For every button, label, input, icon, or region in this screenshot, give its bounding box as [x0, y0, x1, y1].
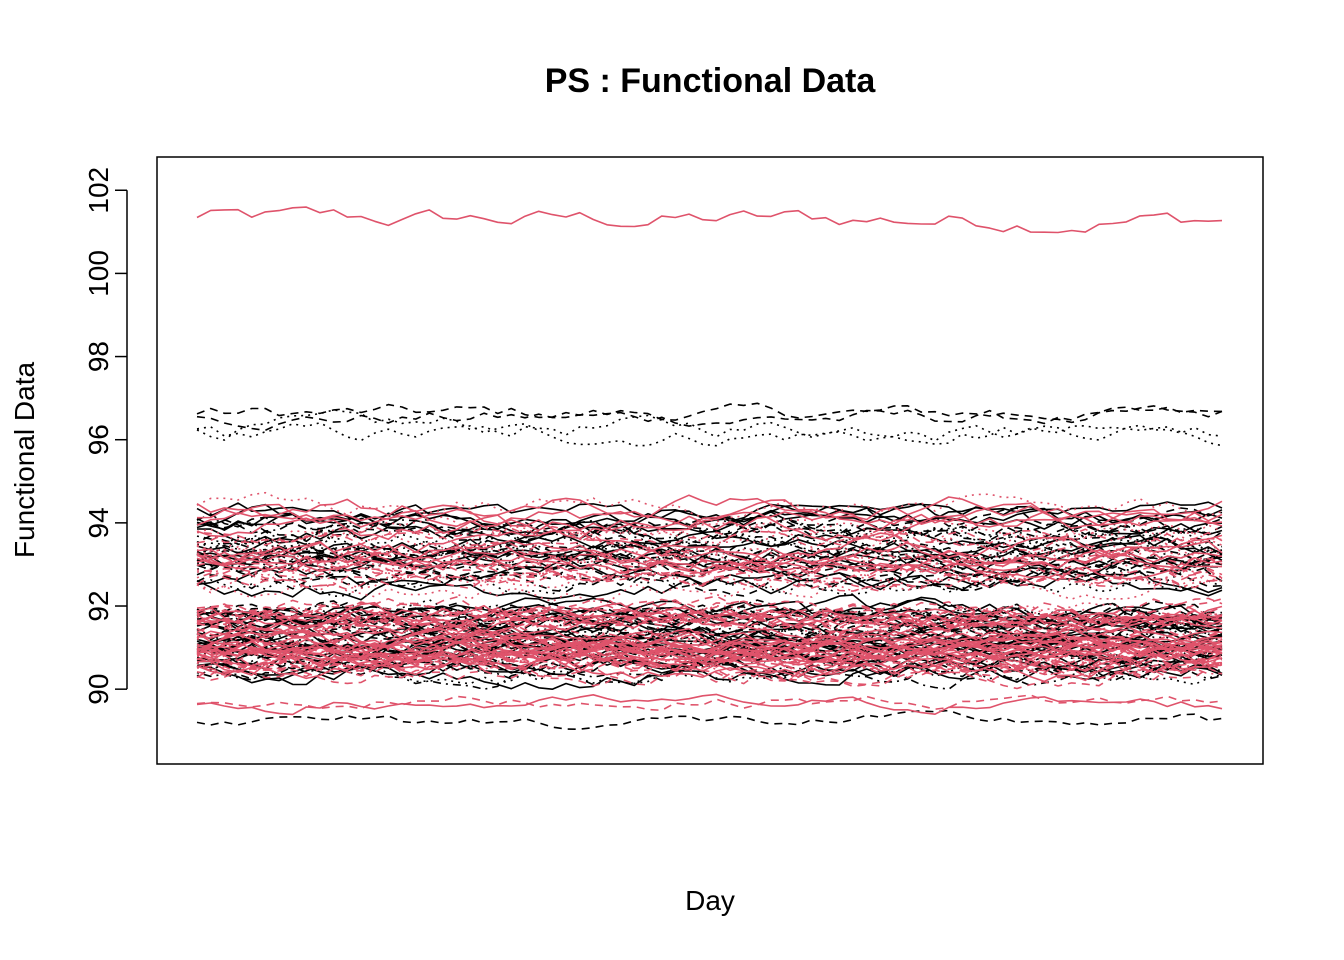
y-axis: 90 92 94 96 98 100 102	[83, 167, 128, 705]
series-line-46	[196, 564, 1223, 592]
series-line-144	[196, 625, 1223, 659]
series-line-70	[196, 621, 1223, 650]
series-line-30	[196, 575, 1223, 598]
series-line-5	[196, 543, 1223, 578]
series-line-48	[196, 515, 1223, 543]
series-line-137	[196, 654, 1223, 681]
series-line-140	[196, 644, 1223, 672]
series-line-141	[196, 604, 1223, 627]
series-line-55	[196, 540, 1223, 573]
series-line-80	[196, 618, 1223, 649]
series-line-23	[196, 542, 1223, 569]
series-line-43	[196, 562, 1223, 591]
series-line-121	[196, 622, 1223, 657]
series-line-102	[196, 655, 1223, 685]
y-tick-label: 102	[83, 167, 114, 214]
series-line-44	[196, 529, 1223, 565]
series-line-34	[196, 507, 1223, 537]
series-line-35	[196, 527, 1223, 553]
series-line-56	[196, 558, 1222, 587]
series-line-143	[196, 612, 1223, 646]
series-line-6	[196, 520, 1223, 549]
series-line-146	[196, 640, 1223, 670]
series-line-3	[196, 421, 1223, 447]
series-line-57	[196, 545, 1223, 576]
series-line-38	[196, 525, 1223, 554]
y-tick-label: 90	[83, 674, 114, 705]
series-line-136	[196, 642, 1223, 671]
series-line-50	[196, 511, 1223, 542]
series-line-7	[196, 552, 1223, 581]
series-line-40	[196, 553, 1223, 582]
chart-title: PS : Functional Data	[545, 62, 877, 100]
series-line-17	[196, 526, 1223, 551]
series-line-142	[196, 633, 1223, 663]
series-line-107	[196, 640, 1223, 675]
series-line-151	[196, 693, 1223, 716]
y-tick-label: 92	[83, 590, 114, 621]
series-line-52	[196, 541, 1223, 571]
series-line-100	[196, 649, 1223, 678]
plot-frame	[156, 156, 1264, 765]
series-line-135	[196, 610, 1223, 646]
series-line-16	[196, 567, 1223, 601]
series-line-74	[196, 617, 1223, 650]
y-tick-label: 100	[83, 250, 114, 297]
series-line-59	[196, 508, 1223, 532]
series-lines	[196, 206, 1223, 731]
series-line-51	[196, 539, 1223, 572]
series-line-126	[196, 596, 1223, 625]
series-line-115	[196, 660, 1223, 688]
series-line-149	[196, 656, 1223, 683]
series-line-25	[196, 547, 1223, 578]
y-axis-label: Functional Data	[9, 362, 40, 559]
series-line-152	[196, 694, 1223, 712]
series-line-125	[196, 626, 1223, 653]
series-line-124	[196, 608, 1223, 641]
series-line-19	[196, 548, 1223, 576]
series-line-31	[196, 563, 1223, 597]
series-line-4	[196, 409, 1223, 445]
y-tick-label: 96	[83, 424, 114, 455]
y-tick-label: 94	[83, 507, 114, 538]
series-line-53	[196, 499, 1223, 528]
series-line-58	[196, 525, 1223, 556]
series-line-145	[196, 641, 1223, 667]
series-line-147	[196, 623, 1222, 657]
y-tick-label: 98	[83, 341, 114, 372]
x-axis-label: Day	[685, 885, 735, 916]
series-line-123	[196, 638, 1223, 666]
series-line-2	[196, 406, 1223, 432]
series-line-0	[196, 206, 1223, 234]
series-line-150	[196, 709, 1223, 731]
series-line-41	[196, 541, 1223, 569]
series-line-13	[196, 564, 1223, 597]
